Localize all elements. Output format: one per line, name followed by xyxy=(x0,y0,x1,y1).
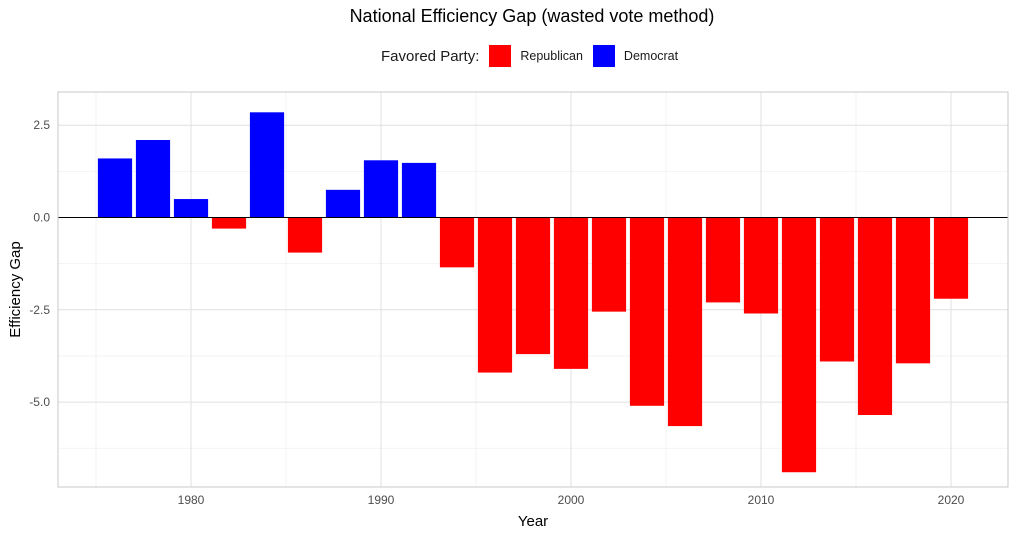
bar-2020 xyxy=(933,217,969,299)
bar-2012 xyxy=(781,217,817,473)
bar-2000 xyxy=(553,217,589,369)
x-tick-label: 2000 xyxy=(558,493,585,507)
legend-key-republican xyxy=(489,45,512,67)
legend-title: Favored Party: xyxy=(381,47,480,65)
y-tick-label: -5.0 xyxy=(29,395,50,409)
bar-1986 xyxy=(287,217,323,253)
bar-1988 xyxy=(325,189,361,218)
plot-border xyxy=(57,91,1009,488)
bar-1990 xyxy=(363,160,399,218)
x-tick-label: 2020 xyxy=(938,493,965,507)
bar-1994 xyxy=(439,217,475,268)
y-tick-label: 0.0 xyxy=(33,211,50,225)
bar-2002 xyxy=(591,217,627,312)
bar-1978 xyxy=(135,139,171,218)
bar-2004 xyxy=(629,217,665,406)
y-tick-label: -2.5 xyxy=(29,303,50,317)
bar-2010 xyxy=(743,217,779,314)
x-tick-label: 1980 xyxy=(178,493,205,507)
x-axis-title: Year xyxy=(518,513,548,530)
legend-key-democrat xyxy=(592,45,615,67)
bar-2006 xyxy=(667,217,703,427)
legend-label-republican: Republican xyxy=(520,49,583,63)
bar-2018 xyxy=(895,217,931,364)
bar-1984 xyxy=(249,112,285,218)
bar-2016 xyxy=(857,217,893,416)
y-tick-label: 2.5 xyxy=(33,118,50,132)
bar-1992 xyxy=(401,162,437,218)
x-tick-label: 1990 xyxy=(368,493,395,507)
bar-2008 xyxy=(705,217,741,303)
bar-1976 xyxy=(97,158,133,218)
bar-1980 xyxy=(173,199,209,218)
y-axis-title: Efficiency Gap xyxy=(7,241,24,337)
x-tick-label: 2010 xyxy=(748,493,775,507)
bar-1982 xyxy=(211,217,247,229)
bar-1996 xyxy=(477,217,513,373)
legend: Favored Party: Republican Democrat xyxy=(381,44,688,68)
bar-2014 xyxy=(819,217,855,362)
bar-1998 xyxy=(515,217,551,355)
legend-label-democrat: Democrat xyxy=(623,49,679,63)
chart-title: National Efficiency Gap (wasted vote met… xyxy=(349,6,715,26)
